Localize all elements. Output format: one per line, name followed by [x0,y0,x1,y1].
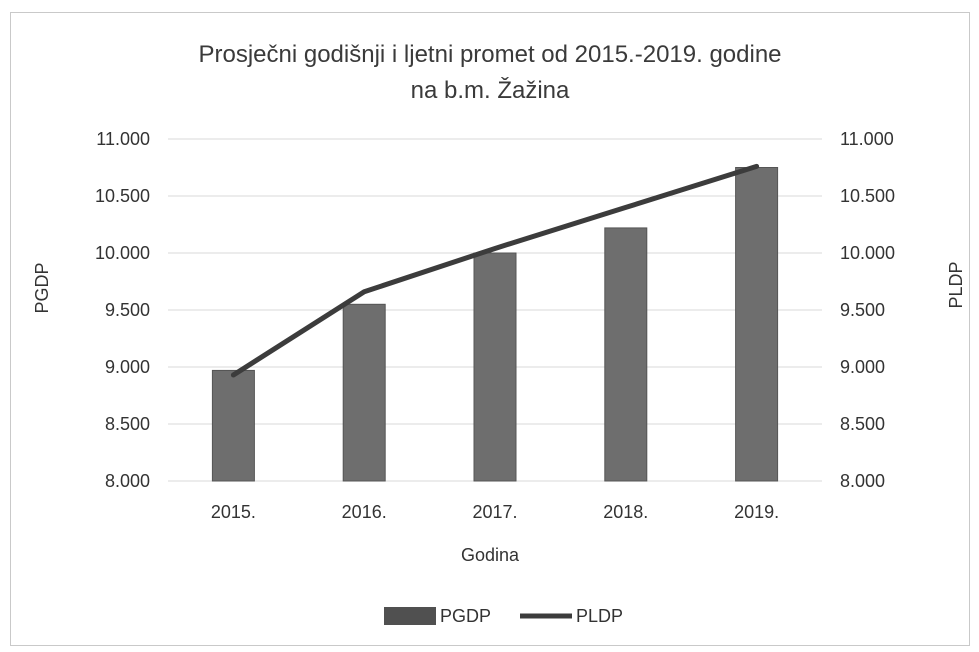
y-axis-title-left: PGDP [32,262,52,313]
line-series [230,163,760,378]
tick-labels: 8.000 8.000 8.500 8.500 9.000 9.000 9.500 9.500… [95,129,895,522]
legend-label-pldp: PLDP [576,606,623,626]
x-tick-label: 2016. [342,502,387,522]
x-axis-title: Godina [461,545,520,565]
y-tick-label-left: 10.500 [95,186,150,206]
y-tick-label-right: 9.000 [840,357,885,377]
x-tick-label: 2018. [603,502,648,522]
y-tick-label-right: 8.000 [840,471,885,491]
legend-swatch-pgdp [384,607,436,625]
bar-pgdp [473,252,517,482]
y-tick-label-left: 9.500 [105,300,150,320]
bars [211,167,779,482]
legend: PGDP PLDP [384,606,623,626]
x-tick-label: 2019. [734,502,779,522]
y-axis-title-right: PLDP [946,261,966,308]
y-tick-label-right: 10.500 [840,186,895,206]
y-tick-label-right: 11.000 [840,129,894,149]
bar-pgdp [735,167,779,482]
x-tick-label: 2017. [472,502,517,522]
legend-label-pgdp: PGDP [440,606,491,626]
chart-title-line1: Prosječni godišnji i ljetni promet od 20… [198,41,781,68]
y-tick-label-right: 8.500 [840,414,885,434]
y-tick-label-right: 10.000 [840,243,895,263]
y-tick-label-left: 9.000 [105,357,150,377]
line-pldp [230,163,760,378]
chart-title-line2: na b.m. Žažina [411,77,570,104]
y-tick-label-left: 10.000 [95,243,150,263]
y-tick-label-left: 11.000 [96,129,150,149]
bar-pgdp [342,303,386,482]
y-tick-label-left: 8.000 [105,471,150,491]
y-tick-label-left: 8.500 [105,414,150,434]
x-tick-label: 2015. [211,502,256,522]
y-tick-label-right: 9.500 [840,300,885,320]
bar-pgdp [604,227,648,482]
bar-pgdp [211,369,255,482]
